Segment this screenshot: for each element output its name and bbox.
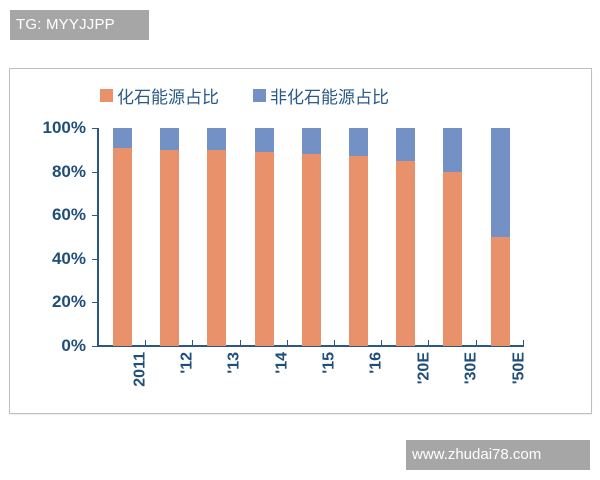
bar-segment-fossil: [302, 154, 321, 346]
y-tick-mark: [92, 215, 98, 216]
watermark-bottom: www.zhudai78.com: [406, 440, 590, 470]
bar-segment-nonfossil: [207, 128, 226, 150]
x-tick-label: '13: [206, 352, 243, 402]
y-tick-label: 0%: [61, 336, 86, 355]
bar-segment-nonfossil: [443, 128, 462, 172]
x-tick-mark: [240, 340, 241, 346]
y-tick-label: 20%: [51, 292, 86, 312]
x-tick-mark: [334, 340, 335, 346]
x-tick-label-text: '30E: [462, 352, 479, 385]
x-tick-label: '14: [254, 352, 291, 402]
x-tick-label-text: '50E: [510, 352, 527, 385]
bar-segment-nonfossil: [491, 128, 510, 237]
bar-13: [207, 128, 226, 346]
legend-item-fossil: 化石能源占比: [100, 83, 219, 108]
x-tick-label: 2011: [112, 352, 149, 402]
watermark-top: TG: MYYJJPP: [10, 10, 149, 40]
bar-segment-fossil: [207, 149, 226, 346]
x-tick-label-text: '14: [274, 352, 291, 374]
bar-20E: [396, 128, 415, 346]
x-tick-label: '12: [159, 352, 196, 402]
x-tick-label: '50E: [490, 352, 527, 402]
bar-50E: [491, 128, 510, 346]
x-tick-mark: [145, 340, 146, 346]
bar-segment-nonfossil: [302, 128, 321, 155]
bar-segment-fossil: [349, 156, 368, 346]
legend-label-fossil: 化石能源占比: [117, 87, 219, 107]
legend-label-nonfossil: 非化石能源占比: [270, 87, 389, 107]
y-tick-mark: [92, 302, 98, 303]
x-axis-line: [97, 345, 524, 347]
y-tick-label: 40%: [51, 248, 86, 268]
bar-segment-fossil: [443, 171, 462, 346]
x-tick-label-text: '12: [179, 352, 196, 374]
x-tick-label: '20E: [395, 352, 432, 402]
x-tick-label-text: '20E: [415, 352, 432, 385]
x-tick-label: '16: [348, 352, 385, 402]
bar-segment-nonfossil: [113, 128, 132, 148]
x-tick-label-text: 2011: [132, 352, 149, 387]
x-tick-mark: [287, 340, 288, 346]
bar-segment-fossil: [255, 151, 274, 346]
bar-15: [302, 128, 321, 346]
y-axis-line: [97, 128, 99, 347]
legend-swatch-fossil: [100, 88, 113, 102]
bar-segment-nonfossil: [160, 128, 179, 150]
bar-segment-fossil: [491, 237, 510, 346]
y-tick-mark: [92, 259, 98, 260]
x-tick-label-text: '16: [368, 352, 385, 374]
x-tick-label: '15: [301, 352, 338, 402]
y-tick-label: 60%: [51, 205, 86, 225]
bar-segment-fossil: [396, 160, 415, 346]
x-tick-label-text: '15: [321, 352, 338, 374]
chart-legend: 化石能源占比 非化石能源占比: [100, 83, 423, 108]
x-tick-label: '30E: [442, 352, 479, 402]
x-tick-mark: [523, 340, 524, 346]
y-tick-label: 100%: [42, 118, 86, 137]
bar-16: [349, 128, 368, 346]
y-tick-mark: [92, 346, 98, 347]
bar-segment-fossil: [113, 147, 132, 346]
x-tick-mark: [476, 340, 477, 346]
x-tick-mark: [192, 340, 193, 346]
bar-segment-nonfossil: [255, 128, 274, 152]
x-tick-label-text: '13: [226, 352, 243, 374]
bar-segment-nonfossil: [349, 128, 368, 157]
legend-item-nonfossil: 非化石能源占比: [253, 83, 389, 108]
bar-30E: [443, 128, 462, 346]
y-tick-label: 80%: [51, 161, 86, 181]
x-tick-mark: [381, 340, 382, 346]
y-tick-mark: [92, 172, 98, 173]
legend-swatch-nonfossil: [253, 88, 266, 102]
bar-14: [255, 128, 274, 346]
y-tick-mark: [92, 128, 98, 129]
bar-2011: [113, 128, 132, 346]
bar-segment-fossil: [160, 149, 179, 346]
x-tick-mark: [428, 340, 429, 346]
bar-12: [160, 128, 179, 346]
bar-segment-nonfossil: [396, 128, 415, 161]
